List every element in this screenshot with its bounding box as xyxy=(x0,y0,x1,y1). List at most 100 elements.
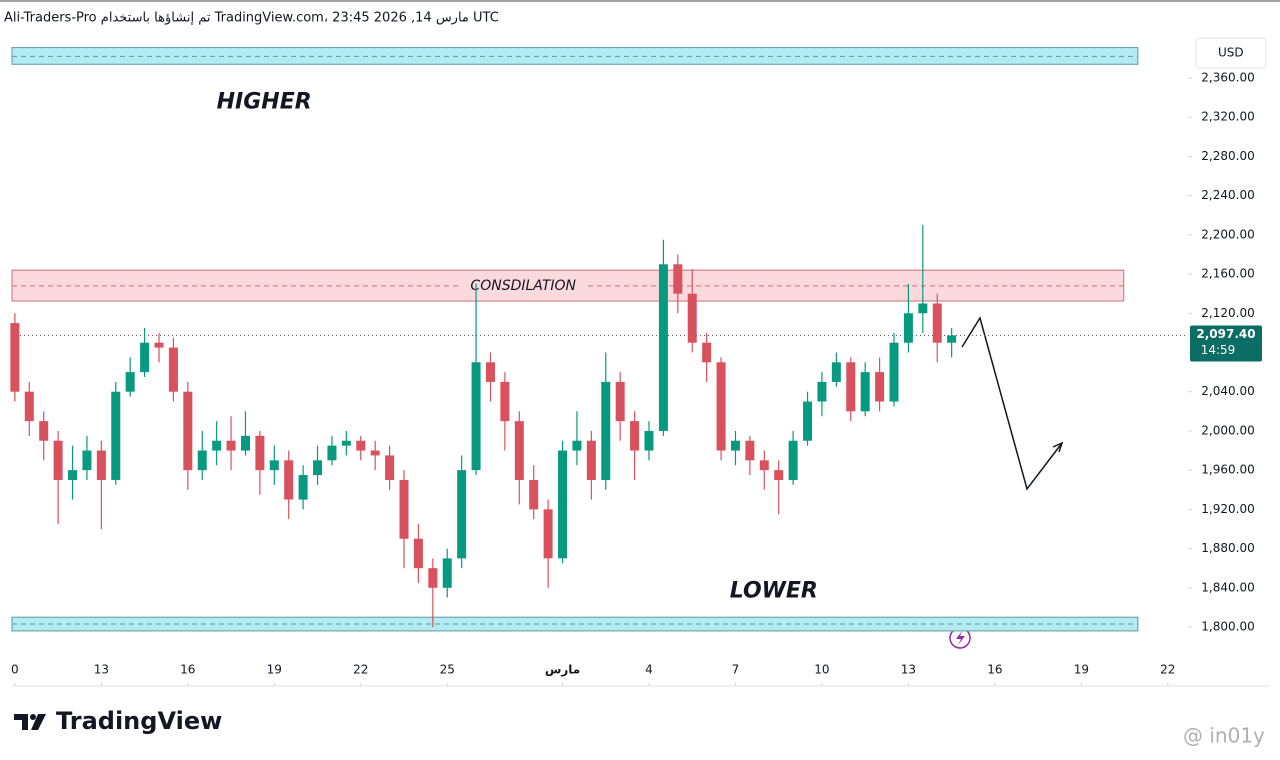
y-tick-label: 2,040.00 xyxy=(1201,384,1254,398)
candle-body xyxy=(284,460,294,500)
candle-body xyxy=(255,435,265,471)
candle-body xyxy=(875,372,885,402)
candle-body xyxy=(918,303,928,314)
candle-body xyxy=(356,440,366,451)
candle-body xyxy=(860,372,870,412)
x-tick-label: 25 xyxy=(440,663,455,677)
y-tick-label: 2,280.00 xyxy=(1201,149,1254,163)
header: Ali-Traders-Pro تم إنشاؤها باستخدام Trad… xyxy=(4,11,499,26)
candle-body xyxy=(53,440,63,480)
y-tick-label: 1,800.00 xyxy=(1201,620,1254,634)
x-tick-label: 10 xyxy=(814,663,829,677)
candle-body xyxy=(514,421,524,480)
candle-body xyxy=(932,303,942,343)
watermark: @ in01y xyxy=(1183,724,1265,748)
candle-body xyxy=(341,440,351,446)
candle-body xyxy=(759,460,769,471)
x-tick-label: 16 xyxy=(180,663,195,677)
candle-body xyxy=(803,401,813,441)
logo-shape xyxy=(30,714,36,720)
brand-logo xyxy=(14,714,46,730)
x-tick-label: 7 xyxy=(732,663,740,677)
candle-body xyxy=(96,450,106,480)
y-tick-label: 2,000.00 xyxy=(1201,423,1254,437)
candle-body xyxy=(212,440,222,451)
zone-label: CONSDILATION xyxy=(470,278,576,294)
candle-body xyxy=(543,509,553,559)
candle-body xyxy=(385,455,395,480)
currency-box xyxy=(1195,37,1267,69)
candle-body xyxy=(601,381,611,480)
x-tick-label: 13 xyxy=(901,663,916,677)
x-tick-label: 0 xyxy=(11,663,19,677)
candle-body xyxy=(745,440,755,461)
arrow-head xyxy=(1052,441,1064,453)
candle-body xyxy=(154,342,164,348)
zone-label-bg xyxy=(461,276,586,295)
candle-body xyxy=(68,470,78,480)
logo-shape xyxy=(14,714,28,730)
x-tick-label: 19 xyxy=(267,663,282,677)
candle-body xyxy=(572,440,582,451)
candle-body xyxy=(730,440,740,451)
candle-body xyxy=(658,264,668,431)
candle-body xyxy=(817,381,827,402)
candle-body xyxy=(644,430,654,451)
candle-body xyxy=(370,450,380,456)
candle-body xyxy=(125,372,135,392)
annotation: HIGHER xyxy=(217,90,312,115)
y-tick-label: 1,880.00 xyxy=(1201,541,1254,555)
projection-arrow xyxy=(961,316,1063,491)
candle-body xyxy=(183,391,193,471)
candle-body xyxy=(399,479,409,539)
last-price-box xyxy=(1190,325,1262,362)
y-tick-label: 2,360.00 xyxy=(1201,71,1254,85)
candle-body xyxy=(831,362,841,382)
candle-body xyxy=(687,293,697,343)
x-tick-label: مارس xyxy=(545,663,580,677)
candle-body xyxy=(485,362,495,382)
candle-body xyxy=(889,342,899,402)
candle-body xyxy=(24,391,34,422)
candle-body xyxy=(313,460,323,476)
y-tick-label: 1,920.00 xyxy=(1201,502,1254,516)
x-tick-label: 19 xyxy=(1074,663,1089,677)
currency: USD xyxy=(1218,46,1244,60)
y-tick-label: 2,200.00 xyxy=(1201,227,1254,241)
candle-body xyxy=(471,362,481,471)
candle-body xyxy=(673,264,683,294)
y-tick-label: 2,120.00 xyxy=(1201,306,1254,320)
y-tick-label: 1,840.00 xyxy=(1201,580,1254,594)
candle-body xyxy=(10,323,20,392)
candle-body xyxy=(846,362,856,412)
x-tick-label: 16 xyxy=(987,663,1002,677)
event-icon-bolt xyxy=(956,631,965,645)
candle-body xyxy=(716,362,726,451)
candle-body xyxy=(702,342,712,363)
candle-body xyxy=(442,558,452,588)
candle-body xyxy=(197,450,207,471)
candle-body xyxy=(428,568,438,588)
candle-body xyxy=(82,450,92,471)
candle-body xyxy=(903,313,913,343)
countdown: 14:59 xyxy=(1201,343,1236,357)
x-tick-label: 22 xyxy=(1160,663,1175,677)
candle-body xyxy=(788,440,798,480)
candle-body xyxy=(558,450,568,559)
x-tick-label: 22 xyxy=(353,663,368,677)
candle-body xyxy=(774,470,784,480)
logo-shape xyxy=(31,714,46,730)
brand: TradingView xyxy=(56,707,222,735)
candle-body xyxy=(586,440,596,480)
annotation: LOWER xyxy=(730,579,818,604)
candle-body xyxy=(140,342,150,373)
candle-body xyxy=(615,381,625,422)
candle-body xyxy=(240,435,250,451)
candle-body xyxy=(529,479,539,510)
candle-body xyxy=(168,347,178,392)
x-tick-label: 4 xyxy=(645,663,653,677)
candle-body xyxy=(413,538,423,569)
candle-body xyxy=(457,470,467,559)
